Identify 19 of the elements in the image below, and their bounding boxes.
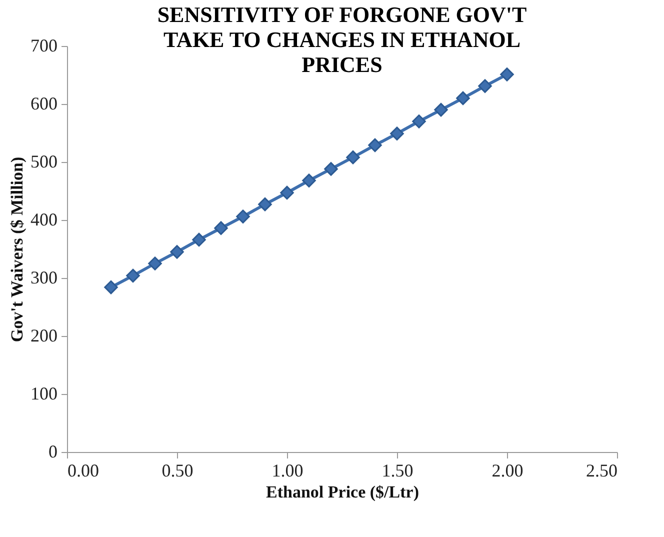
text: TAKE TO CHANGES IN ETHANOL: [164, 27, 520, 52]
y-tick-label: 600: [30, 94, 58, 114]
y-axis-title: Gov't Waivers ($ Million): [8, 156, 26, 342]
x-tick-label: 0.50: [162, 460, 194, 480]
x-tick-label: 1.50: [382, 460, 414, 480]
x-axis-title: Ethanol Price ($/Ltr): [266, 482, 419, 502]
y-tick-label: 500: [30, 152, 58, 172]
text: SENSITIVITY OF FORGONE GOV'T: [157, 2, 527, 27]
x-tick-label: 2.50: [586, 460, 618, 480]
y-tick-label: 400: [30, 210, 58, 230]
y-tick-label: 200: [30, 326, 58, 346]
y-tick-label: 100: [30, 384, 58, 404]
y-tick-label: 300: [30, 268, 58, 288]
x-tick-label: 0.00: [68, 460, 99, 480]
y-tick-label: 0: [48, 442, 58, 462]
text: PRICES: [302, 52, 382, 77]
y-tick-label: 700: [30, 36, 58, 56]
x-tick-label: 1.00: [272, 460, 304, 480]
x-tick-label: 2.00: [492, 460, 524, 480]
